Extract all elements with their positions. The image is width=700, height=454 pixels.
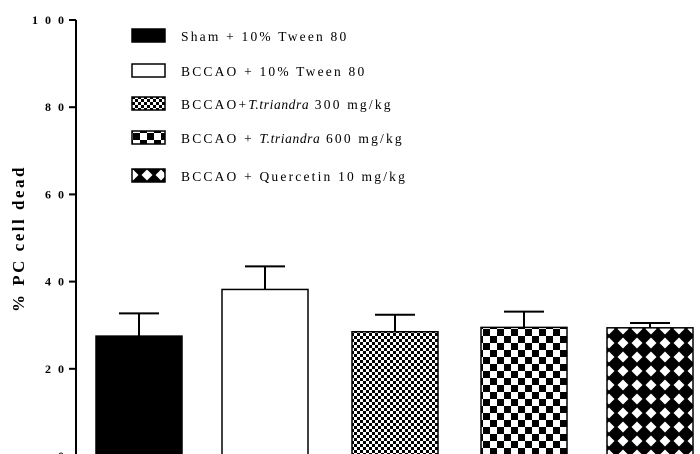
legend-swatch-sham [131,28,166,43]
axes: % PC cell dead [9,20,77,454]
bar-bccao [221,288,309,454]
legend: Sham + 10% Tween 80 BCCAO + 10% Tween 80 B… [131,28,407,184]
y-tick-label: 6 0 [45,187,66,201]
legend-swatch-bccao [131,63,166,78]
y-ticks: 0 2 0 4 0 6 0 8 0 1 0 0 [32,13,76,454]
y-tick-label: 0 [58,449,66,454]
bars [95,265,694,454]
y-axis-title: % PC cell dead [9,165,28,312]
bar-tt600 [480,326,568,454]
legend-swatch-tt300 [131,96,166,111]
legend-swatch-quercetin [131,168,166,183]
y-tick-label: 2 0 [45,362,66,376]
legend-label-bccao: BCCAO + 10% Tween 80 [181,64,366,79]
y-tick-label: 8 0 [45,100,66,114]
y-tick-label: 4 0 [45,275,66,289]
bar-sham [95,335,183,454]
legend-label-quercetin: BCCAO + Quercetin 10 mg/kg [181,169,407,184]
legend-swatch-tt600 [131,130,166,145]
bar-tt300 [351,330,439,454]
legend-label-tt600: BCCAO + T.triandra 600 mg/kg [181,131,404,146]
legend-label-tt300: BCCAO+T.triandra 300 mg/kg [181,97,393,112]
legend-label-sham: Sham + 10% Tween 80 [181,29,348,44]
y-tick-label: 1 0 0 [32,13,66,27]
bar-quercetin [606,327,694,454]
